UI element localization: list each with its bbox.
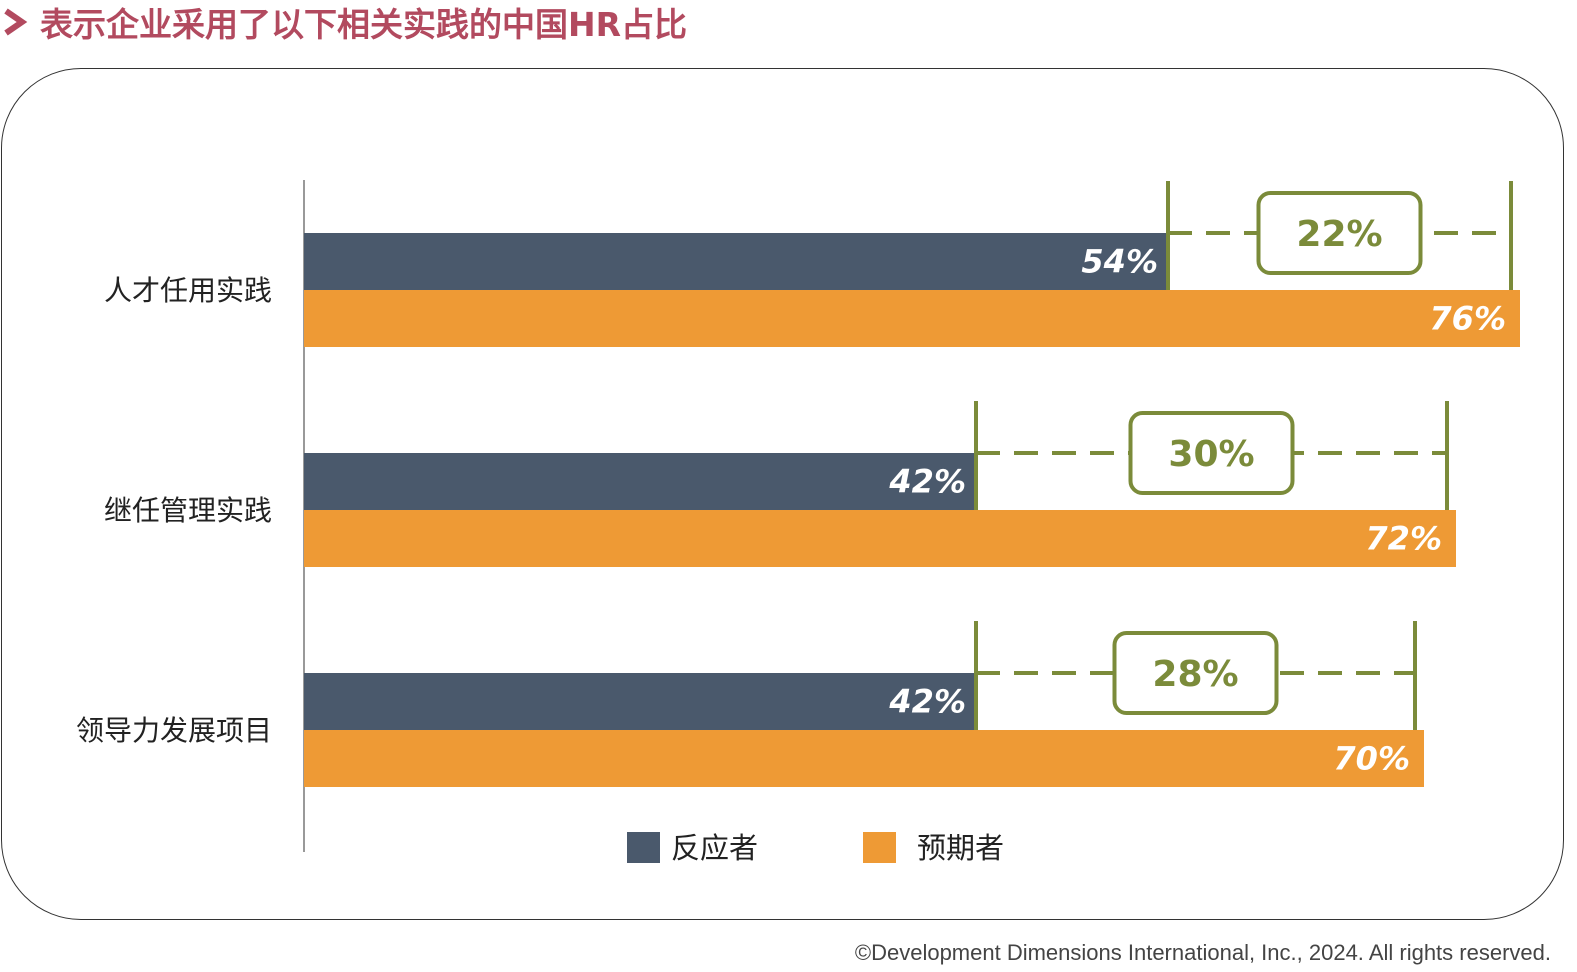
- gap-label: 28%: [1152, 654, 1238, 695]
- data-label-anticipator: 72%: [1365, 520, 1442, 558]
- data-label-responder: 42%: [888, 683, 966, 721]
- bar-responder: [304, 673, 976, 730]
- gap-label-box: [1256, 191, 1423, 275]
- bar-anticipator: [304, 290, 1520, 347]
- bar-anticipator: [304, 510, 1456, 567]
- gap-label-box: [1112, 631, 1279, 715]
- copyright-footer: ©Development Dimensions International, I…: [854, 940, 1551, 965]
- chart-title: 表示企业采用了以下相关实践的中国HR占比: [40, 5, 688, 44]
- bar-responder: [304, 233, 1168, 290]
- legend-swatch-anticipator: [863, 832, 896, 863]
- gap-label: 30%: [1168, 434, 1254, 475]
- data-label-anticipator: 70%: [1333, 740, 1410, 778]
- bar-anticipator: [304, 730, 1424, 787]
- legend-label-responder: 反应者: [671, 831, 758, 865]
- gap-label: 22%: [1296, 214, 1382, 255]
- legend-label-anticipator: 预期者: [917, 831, 1004, 865]
- category-label: 领导力发展项目: [76, 714, 272, 747]
- chart-title-bar: 表示企业采用了以下相关实践的中国HR占比: [0, 0, 687, 44]
- data-label-anticipator: 76%: [1429, 300, 1506, 338]
- bar-responder: [304, 453, 976, 510]
- data-label-responder: 54%: [1081, 243, 1158, 281]
- category-label: 继任管理实践: [104, 494, 272, 527]
- chevron-right-icon: [4, 8, 28, 36]
- gap-label-box: [1128, 411, 1295, 495]
- data-label-responder: 42%: [888, 463, 966, 501]
- chart-frame: [1, 68, 1564, 920]
- legend-swatch-responder: [627, 832, 660, 863]
- category-label: 人才任用实践: [104, 274, 272, 307]
